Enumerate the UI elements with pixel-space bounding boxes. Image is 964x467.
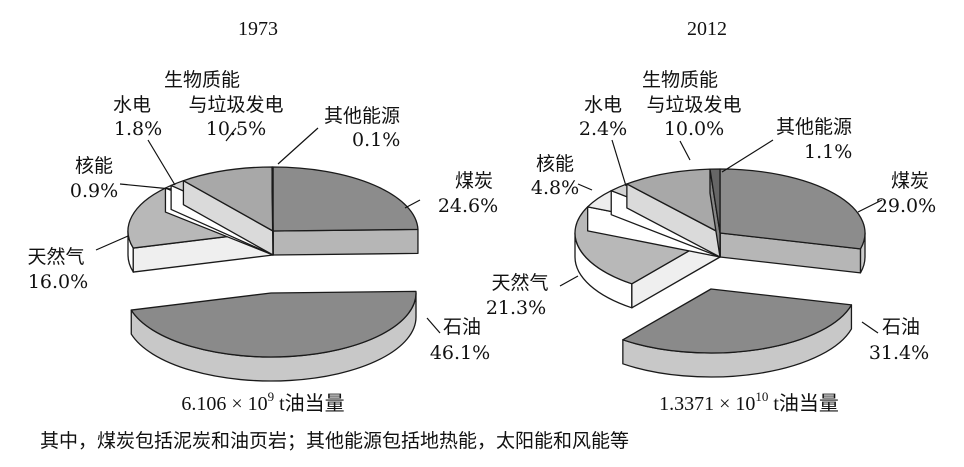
chart1-label-bio-line2: 与垃圾发电 — [188, 94, 283, 116]
chart2-label-bio-line1: 生物质能 — [642, 69, 718, 91]
chart2-label-gas-name: 天然气 — [491, 272, 548, 294]
chart1-leader-nuclear — [119, 183, 172, 190]
chart1-total-mantissa: 6.106 × 10 — [181, 393, 267, 415]
chart1-label-oil-name: 石油 — [443, 316, 481, 338]
chart2-label-hydro-value: 2.4% — [579, 118, 627, 140]
chart1-label-bio-value: 10.5% — [206, 118, 266, 140]
chart2-label-bio-line2: 与垃圾发电 — [646, 94, 741, 116]
footnote: 其中，煤炭包括泥炭和油页岩；其他能源包括地热能，太阳能和风能等 — [40, 430, 629, 452]
chart1-label-gas-name: 天然气 — [27, 246, 84, 268]
chart2-label-oil-name: 石油 — [882, 316, 920, 338]
chart2-label-coal-name: 煤炭 — [891, 170, 929, 192]
chart1-leader-hydro — [147, 139, 176, 186]
chart1-leader-coal — [404, 199, 421, 209]
chart1-label-hydro-name: 水电 — [113, 94, 151, 116]
chart2-label-hydro-name: 水电 — [584, 94, 622, 116]
chart2-label-other-value: 1.1% — [804, 141, 852, 163]
chart2-leader-gas — [559, 275, 579, 287]
chart2-label-other-name: 其他能源 — [776, 116, 852, 138]
chart2-leader-coal — [857, 199, 883, 213]
chart1-label-coal-name: 煤炭 — [455, 170, 493, 192]
chart2-leader-other — [721, 139, 774, 173]
chart2-slice-coal — [719, 168, 866, 274]
chart2-label-nuclear-name: 核能 — [536, 153, 574, 175]
chart1-slice-other — [271, 166, 274, 256]
chart1-label-other-value: 0.1% — [352, 129, 400, 151]
chart1-label-other-name: 其他能源 — [324, 105, 400, 127]
chart2-label-oil-value: 31.4% — [869, 342, 929, 364]
slice-top — [709, 168, 721, 234]
chart2-total-unit: t油当量 — [768, 392, 839, 415]
chart1-label-oil-value: 46.1% — [430, 342, 490, 364]
chart1-leader-oil — [426, 317, 441, 334]
chart1-title: 1973 — [238, 18, 278, 40]
chart2-labels: 生物质能 与垃圾发电 10.0% 水电 2.4% 其他能源 1.1% 核能 4.… — [486, 69, 936, 364]
chart1-label-bio-line1: 生物质能 — [164, 69, 240, 91]
chart1-slice-oil — [130, 290, 417, 382]
chart2-label-gas-value: 21.3% — [486, 297, 546, 319]
chart1-label-gas-value: 16.0% — [28, 271, 88, 293]
chart2-slice-other — [709, 168, 721, 258]
chart1-labels: 生物质能 与垃圾发电 10.5% 水电 1.8% 其他能源 0.1% 核能 0.… — [27, 69, 498, 364]
chart2-leader-bio — [679, 140, 691, 161]
chart1-label-coal-value: 24.6% — [438, 195, 498, 217]
chart1-label-nuclear-value: 0.9% — [70, 180, 118, 202]
chart1-label-hydro-value: 1.8% — [114, 118, 162, 140]
chart1-leader-bio — [225, 127, 237, 142]
leader-lines — [95, 127, 883, 334]
chart1-total: 6.106 × 109 t油当量 — [181, 389, 344, 415]
slice-top — [272, 166, 419, 232]
chart2-leader-nuclear — [577, 183, 593, 191]
chart1-label-nuclear-name: 核能 — [75, 155, 113, 177]
chart1-total-exponent: 9 — [268, 389, 275, 404]
chart2-title: 2012 — [687, 18, 727, 40]
chart1-slice-coal — [272, 166, 419, 256]
chart1-leader-gas — [95, 235, 129, 251]
chart2-total-mantissa: 1.3371 × 10 — [659, 393, 755, 415]
slice-top — [622, 288, 853, 354]
chart2-slice-oil — [622, 288, 853, 378]
chart2-leader-hydro — [611, 139, 627, 187]
slice-cut-face — [272, 228, 419, 256]
chart2-slice-bio — [626, 168, 721, 258]
chart2-leader-oil — [861, 321, 879, 334]
slice-top — [182, 166, 274, 232]
slice-top — [130, 290, 417, 358]
chart2-label-nuclear-value: 4.8% — [531, 177, 579, 199]
chart1-total-unit: t油当量 — [274, 392, 345, 415]
chart2-label-bio-value: 10.0% — [664, 118, 724, 140]
slice-top — [719, 168, 866, 250]
chart1-leader-other — [277, 127, 319, 165]
chart1-pie — [127, 166, 419, 382]
chart2-label-coal-value: 29.0% — [876, 195, 936, 217]
chart2-pie — [574, 168, 866, 378]
slice-top — [626, 168, 721, 234]
slice-top — [271, 166, 274, 232]
chart2-total-exponent: 10 — [755, 389, 768, 404]
chart2-total: 1.3371 × 1010 t油当量 — [659, 389, 839, 415]
